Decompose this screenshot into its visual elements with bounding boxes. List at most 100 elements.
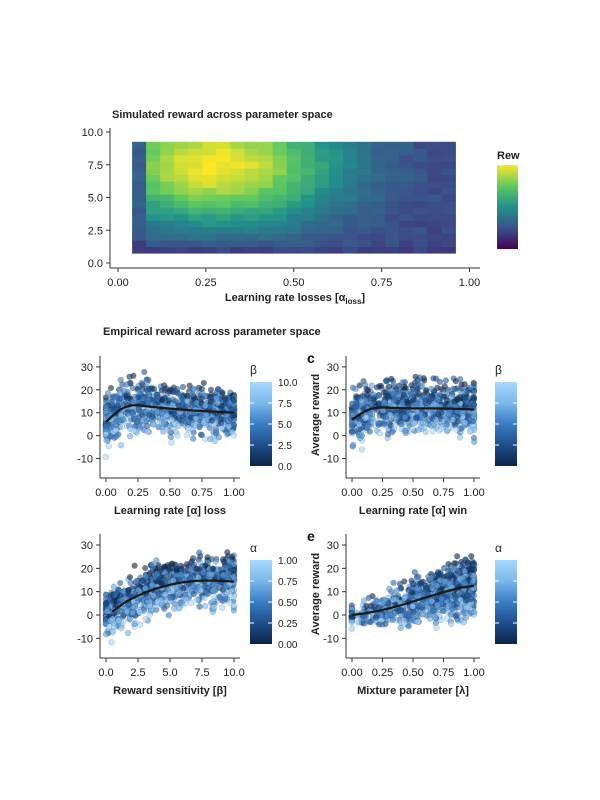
heatmap-cell [371,246,386,254]
panel-c-point [394,388,402,395]
panel-c-point [456,434,464,441]
heatmap-cell [385,141,400,149]
panel-d-point [123,608,131,615]
heatmap-cell [160,187,175,195]
panel-e-point [454,553,461,560]
panel-c-x-tick-label: 1.00 [463,487,484,499]
heatmap-cell [272,187,288,195]
panel-b-point [228,429,236,436]
heatmap-cell [160,233,175,241]
panel-d-point [206,570,213,578]
heatmap-cell [160,220,175,228]
heatmap-cell [399,213,414,221]
panel-c-point [436,378,444,386]
heatmap-cell [413,220,428,228]
panel-b-x-tick-label: 0.00 [95,487,116,499]
panel-b-point [108,401,115,408]
heatmap-cell [413,240,428,248]
heatmap-cell [272,194,288,202]
heatmap-cell [399,168,414,175]
panel-b-point [149,413,156,420]
heatmap-cell [202,168,217,175]
heatmap-cell [399,207,414,215]
heatmap-cell [174,194,189,202]
heatmap-cell [300,174,316,182]
heatmap-cell [385,174,400,182]
panel-c-point [471,380,478,387]
panel-c-y-tick-label: 0 [333,431,339,443]
panel-c-points [348,373,478,453]
panel-b-point [192,415,200,422]
panel-c-point [367,400,375,407]
panel-d-colorbar-group [250,560,272,644]
heatmap-cell [371,181,386,189]
panel-e-point [454,611,461,618]
panel-b-x-tick-label: 1.00 [223,487,244,499]
heatmap-cell [314,240,330,248]
panel-b-point [129,410,136,418]
panel-b-point [190,429,197,436]
heatmap-cell [146,240,161,248]
panel-e-point [348,619,355,626]
heatmap-cell [385,207,400,215]
panel-c-x-tick-label: 0.25 [372,487,393,499]
heatmap-cell [216,213,231,221]
heatmap-cell [230,227,245,234]
heatmap-cell [216,207,231,215]
heatmap-cell [230,161,245,169]
heatmap-cell [300,200,316,208]
panel-d-point [177,599,184,607]
panel-e-point [447,571,454,579]
panel-c-point [375,400,382,408]
heatmap-cell [399,246,414,254]
heatmap-cell [258,154,274,162]
heatmap-cell [146,233,161,241]
heatmap-cell [174,154,189,162]
panel-b-x-tick-label: 0.50 [159,487,180,499]
heatmap-cell [357,161,372,169]
heatmap-cell [188,213,203,221]
heatmap-cell [343,168,358,175]
heatmap-cell [244,213,259,221]
panel-d-point [110,583,117,590]
panel-e-point [379,600,386,607]
heatmap-cell [286,194,302,202]
panel-d-point [224,549,231,556]
heatmap-cell [146,194,161,202]
heatmap-cell [441,154,456,162]
panel-c-color-title: β [495,363,502,377]
panel-b-point [168,416,176,424]
panel-c: 0.00 0.25 0.50 0.75 1.00 -10 0 10 20 30 Learning r… [307,350,517,517]
heatmap-cell [371,148,386,156]
heatmap-cell [427,161,442,169]
panel-e-y-tick-label: 30 [327,540,339,552]
heatmap-cell [328,174,344,182]
heatmap-cell [413,187,428,195]
heatmap-y-tick-label: 10.0 [82,127,103,139]
panel-d-point [126,573,134,581]
panel-b-point [186,382,193,389]
heatmap-cell [371,220,386,228]
panel-d-point [130,604,137,611]
panel-b-point [213,395,220,402]
heatmap-cell [286,174,302,182]
heatmap-cell [188,220,203,228]
heatmap-cell [202,154,217,162]
heatmap-cell [244,207,259,215]
heatmap-cell [385,181,400,189]
heatmap-cell [230,207,245,215]
panel-c-point [382,377,389,385]
heatmap-cell [371,154,386,162]
heatmap-cell [202,141,217,149]
heatmap-cell [427,240,442,248]
heatmap-cell [441,141,456,149]
heatmap-cell [399,181,414,189]
panel-e-colorbar-group [495,560,517,644]
panel-d-point [173,566,181,573]
heatmap-cell [174,240,189,248]
heatmap-cell [314,233,330,241]
panel-b-y-tick-label: 10 [81,408,93,420]
panel-c-y-tick-label: -10 [323,454,339,466]
panel-d-x-tick-label: 0.0 [98,667,113,679]
